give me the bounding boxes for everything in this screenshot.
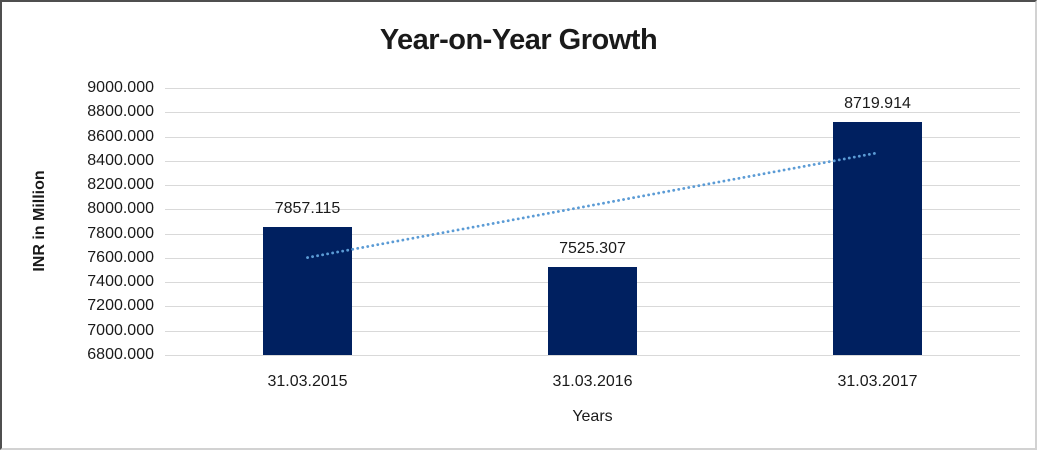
gridline <box>165 233 1020 235</box>
y-axis-tick-label: 7800.000 <box>87 224 154 242</box>
gridline <box>165 355 1020 356</box>
bar-value-label: 7525.307 <box>559 239 626 257</box>
x-axis-category-label: 31.03.2016 <box>552 373 633 390</box>
gridline <box>165 185 1020 187</box>
chart-title: Year-on-Year Growth <box>379 24 658 56</box>
gridline <box>165 112 1020 114</box>
trendline-path <box>306 151 879 259</box>
gridline <box>165 257 1020 259</box>
plot-area: 9000.000 8800.000 8600.000 8400.000 8200.000… <box>87 79 1020 390</box>
y-axis-tick-label: 9000.000 <box>87 79 154 96</box>
y-axis-tick-label: 7600.000 <box>87 248 154 266</box>
bar-31.03.2016 <box>548 266 637 355</box>
y-axis-tick-label: 7400.000 <box>87 273 154 291</box>
bar-31.03.2015 <box>263 226 352 355</box>
gridline <box>165 88 1020 89</box>
y-axis-tick-label: 8600.000 <box>87 127 154 145</box>
gridline <box>165 136 1020 138</box>
bar-value-label: 8719.914 <box>844 94 911 112</box>
bar-31.03.2017 <box>833 121 922 355</box>
bar-value-label: 7857.115 <box>274 199 341 217</box>
gridline <box>165 209 1020 211</box>
y-axis-tick-label: 8200.000 <box>87 176 154 194</box>
y-axis-tick-label: 8400.000 <box>87 151 154 169</box>
x-axis-category-label: 31.03.2017 <box>837 373 918 390</box>
x-axis-title: Years <box>572 408 613 425</box>
trendline <box>306 151 879 259</box>
gridline <box>165 160 1020 162</box>
y-axis-tick-label: 8000.000 <box>87 200 154 218</box>
x-axis-category-label: 31.03.2015 <box>267 373 348 390</box>
y-axis-tick-label: 8800.000 <box>87 103 154 121</box>
y-axis-tick-label: 7200.000 <box>87 297 154 315</box>
y-axis-tick-label: 7000.000 <box>87 321 154 339</box>
y-axis-tick-label: 6800.000 <box>87 346 154 363</box>
